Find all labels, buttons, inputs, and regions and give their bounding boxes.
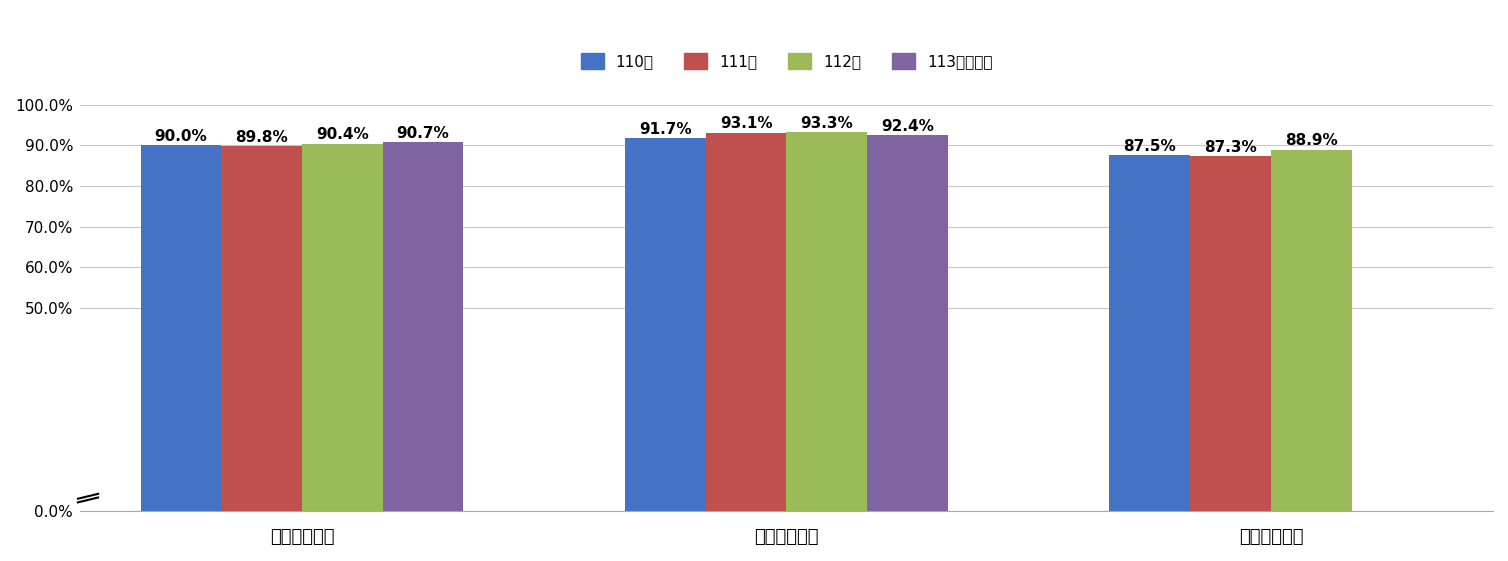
Legend: 110年, 111年, 112年, 113年上半年: 110年, 111年, 112年, 113年上半年 (575, 47, 998, 75)
Text: 90.4%: 90.4% (317, 127, 369, 142)
Bar (787, 132, 867, 511)
Bar (1271, 150, 1351, 511)
Text: 93.1%: 93.1% (719, 116, 772, 131)
Text: 89.8%: 89.8% (235, 130, 288, 145)
Bar (1110, 155, 1190, 511)
Text: 87.5%: 87.5% (1123, 139, 1176, 154)
Bar (1190, 156, 1271, 511)
Bar (867, 135, 949, 511)
Bar (140, 145, 222, 511)
Text: 91.7%: 91.7% (639, 122, 692, 137)
Text: 87.3%: 87.3% (1205, 140, 1258, 155)
Bar (302, 144, 383, 511)
Bar (383, 142, 463, 511)
Bar (624, 139, 706, 511)
Text: 88.9%: 88.9% (1285, 134, 1338, 149)
Bar (222, 146, 302, 511)
Text: 90.7%: 90.7% (397, 126, 449, 141)
Text: 90.0%: 90.0% (154, 129, 207, 144)
Text: 93.3%: 93.3% (801, 116, 854, 131)
Text: 92.4%: 92.4% (881, 119, 933, 134)
Bar (706, 132, 787, 511)
